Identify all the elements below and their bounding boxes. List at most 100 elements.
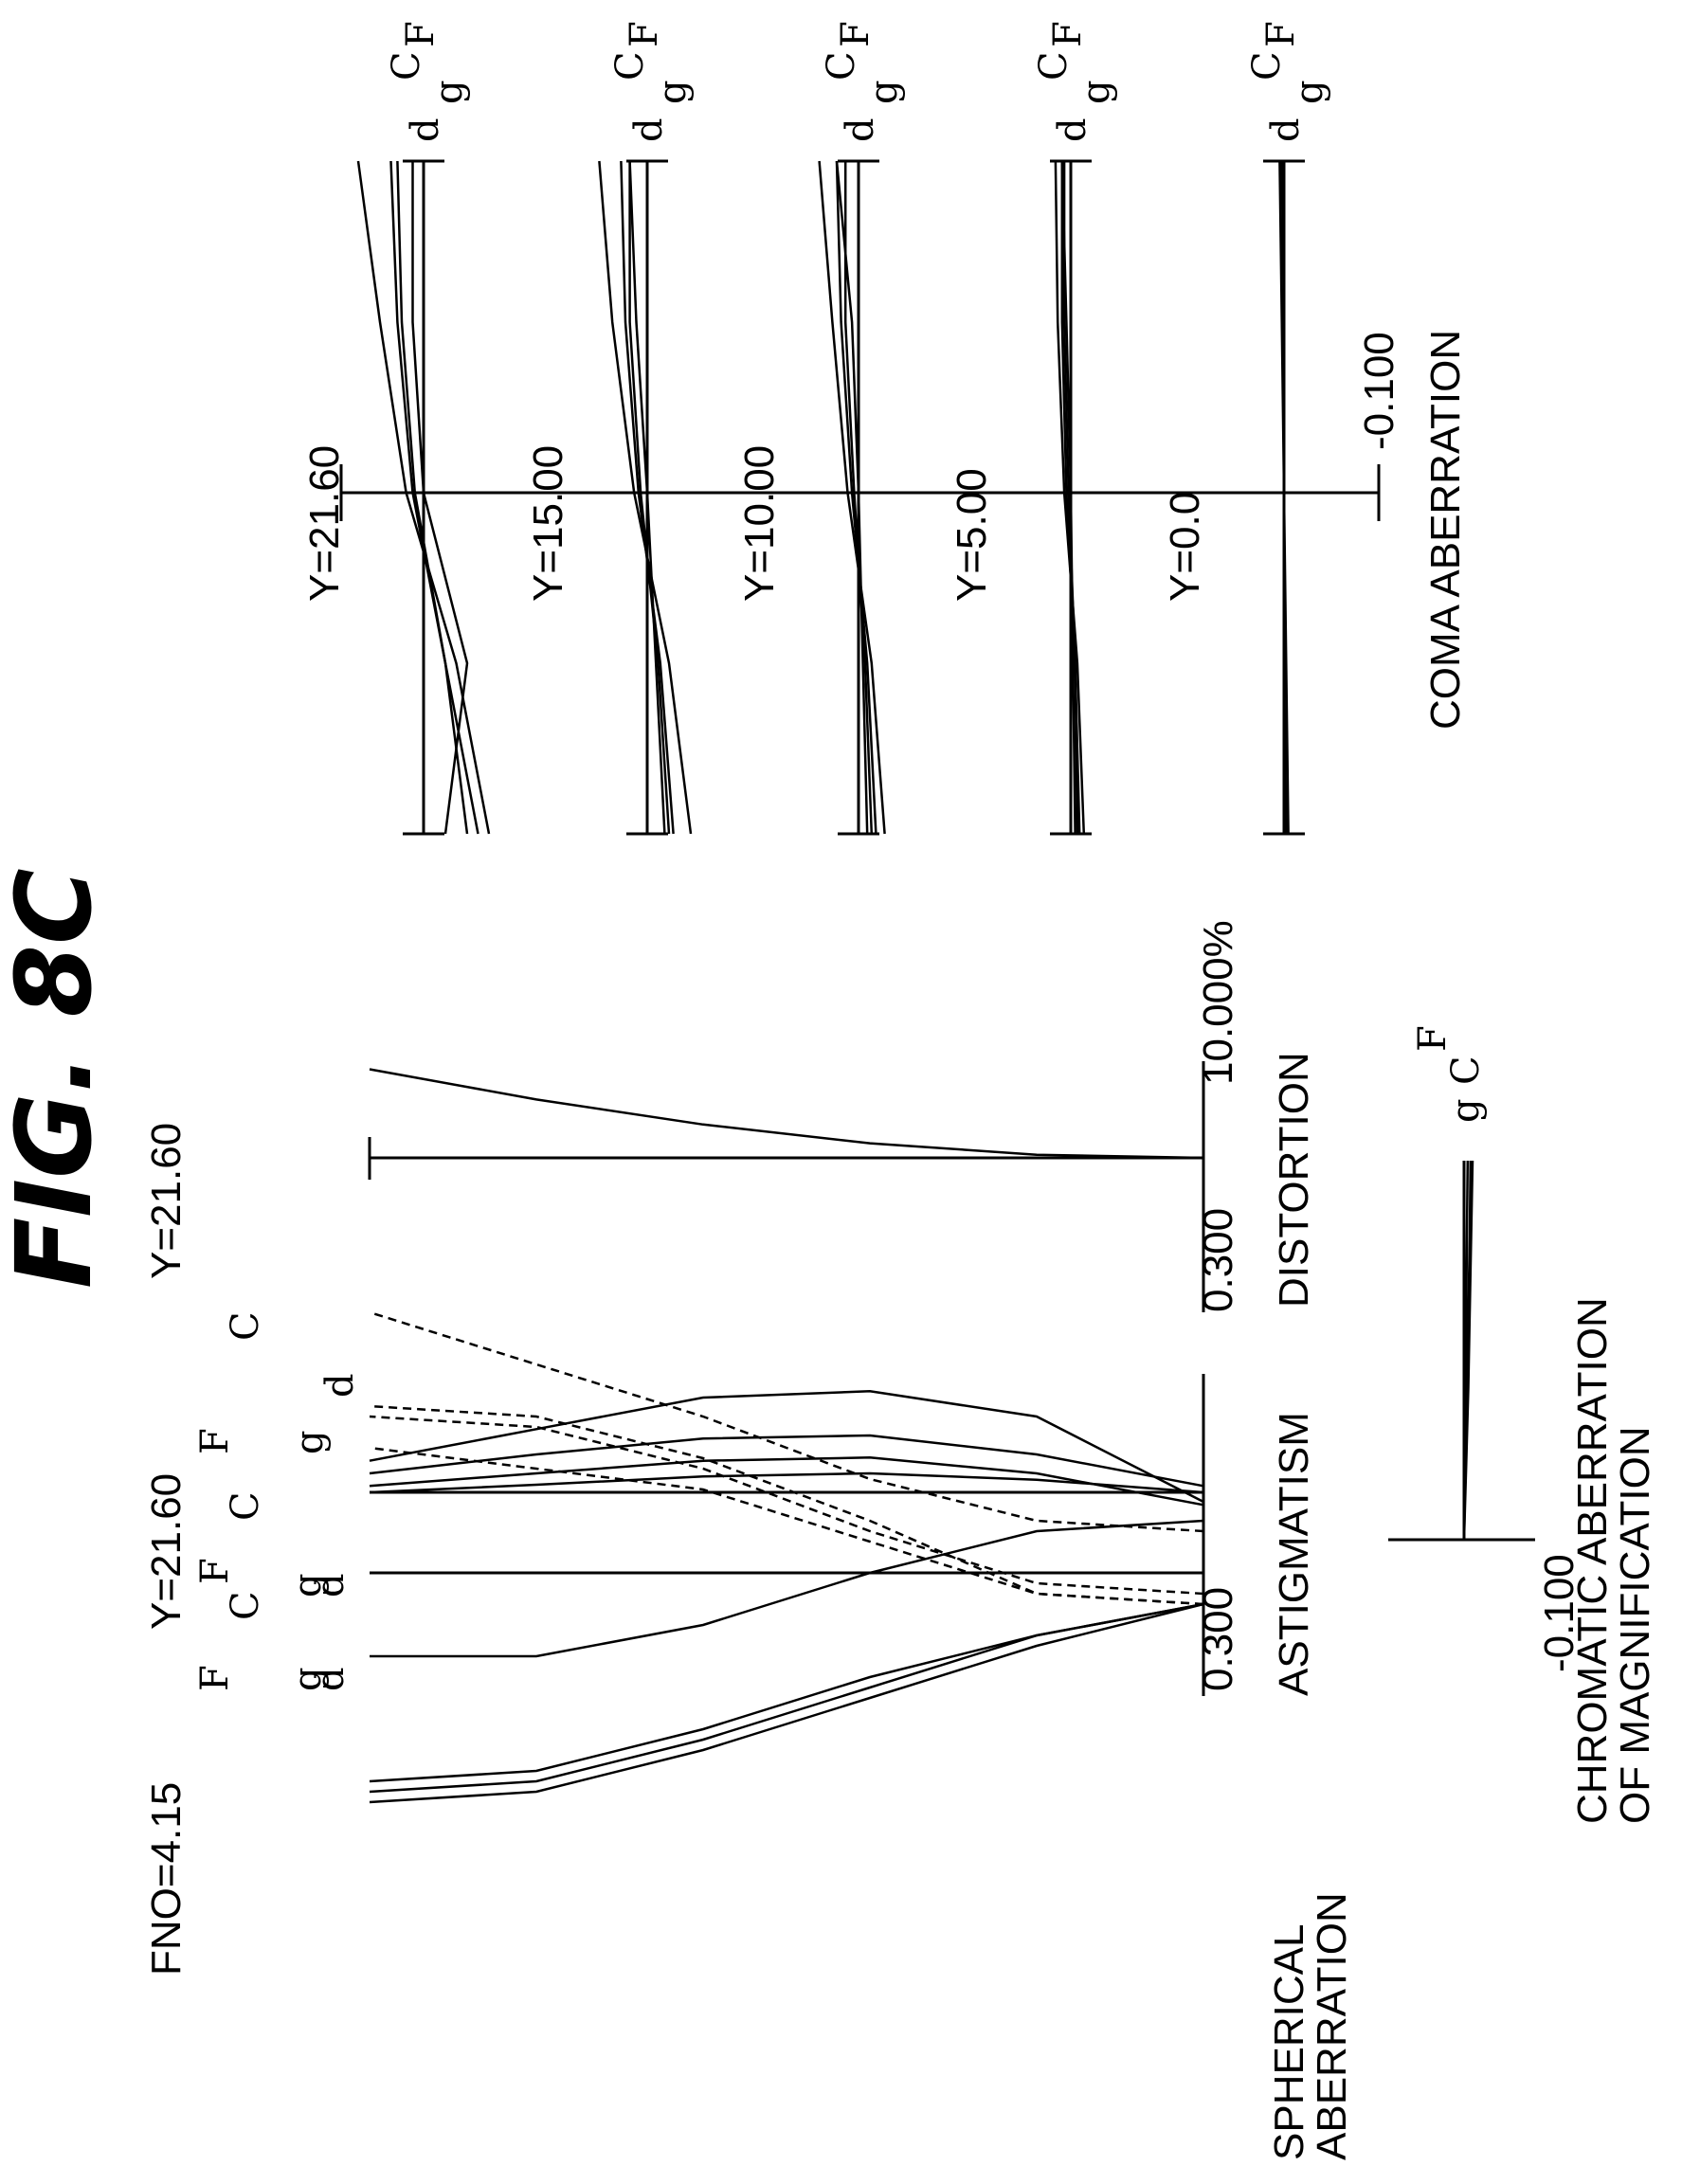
as-curves xyxy=(369,1310,1204,1804)
as-legend-s-c: C xyxy=(224,1591,267,1620)
sa-header: FNO=4.15 xyxy=(143,1782,190,1976)
coma-legend-F: F xyxy=(1046,21,1090,47)
as-legend-m-f: F xyxy=(193,1428,237,1454)
coma-curve-g xyxy=(356,160,491,835)
coma-legend-g: g xyxy=(1288,80,1331,104)
as-curve-meridional-d xyxy=(369,1446,1204,1606)
coma-curve-d xyxy=(389,160,469,835)
coma-legend-g: g xyxy=(1075,80,1118,104)
coma-curve-g xyxy=(598,160,693,835)
coma-curve-C xyxy=(843,161,874,835)
coma-panel-label: Y=21.60 xyxy=(301,445,348,602)
coma-curve-C xyxy=(396,160,479,835)
coma-legend-d: d xyxy=(404,117,447,142)
coma-legend-g: g xyxy=(862,80,906,104)
coma-panels: Y=21.60dgCFY=15.00dgCFY=10.00dgCFY=5.00d… xyxy=(301,21,1331,836)
as-legend-m-d: d xyxy=(318,1373,362,1398)
as-curve-sagittal-d xyxy=(369,1602,1204,1783)
ca-scale-label: -0.100 xyxy=(1536,1554,1582,1672)
dt-header: Y=21.60 xyxy=(143,1123,190,1279)
coma-curve-F xyxy=(1060,160,1076,835)
coma-legend-F: F xyxy=(623,21,666,47)
coma-aberration-plot: Y=21.60dgCFY=15.00dgCFY=10.00dgCFY=5.00d… xyxy=(301,21,1469,836)
ca-title-2: OF MAGNIFICATION xyxy=(1612,1426,1658,1824)
coma-curve-d xyxy=(620,160,675,835)
coma-legend-d: d xyxy=(627,117,671,142)
ca-legend-g: g xyxy=(1444,1098,1488,1123)
sa-legend-c: C xyxy=(224,1491,267,1521)
coma-curve-g xyxy=(1054,160,1086,835)
sa-scale-label: 0.300 xyxy=(1195,1587,1241,1691)
ca-curves xyxy=(1462,1160,1474,1541)
spherical-aberration-plot: FNO=4.15 0.300 SPHERICAL ABERRATION d g … xyxy=(143,1374,1355,2160)
distortion-plot: Y=21.60 10.000% DISTORTION xyxy=(143,920,1317,1312)
dt-title: DISTORTION xyxy=(1271,1052,1317,1308)
coma-curve-F xyxy=(411,161,469,835)
coma-panel-label: Y=15.00 xyxy=(525,445,571,602)
coma-panel-label: Y=5.00 xyxy=(949,468,995,602)
coma-title: COMA ABERRATION xyxy=(1422,330,1469,730)
as-legend-s-f: F xyxy=(193,1665,237,1691)
coma-legend-g: g xyxy=(651,80,695,104)
as-legend-s-d: d xyxy=(309,1667,353,1691)
coma-curve-g xyxy=(818,160,886,835)
ca-legend-f: F xyxy=(1411,1025,1455,1052)
sa-curves xyxy=(369,1390,1204,1507)
coma-panel-label: Y=0.0 xyxy=(1162,492,1208,602)
coma-legend-d: d xyxy=(1264,117,1308,142)
sa-title-1: SPHERICAL xyxy=(1266,1924,1312,2160)
as-plot: Y=21.60 0.300 ASTIGMATISM d g F C d g F … xyxy=(143,1208,1317,1804)
sa-legend-g: g xyxy=(286,1573,330,1597)
as-legend-m-g: g xyxy=(288,1430,332,1454)
coma-legend-C: C xyxy=(820,51,863,81)
as-curve-sagittal-C xyxy=(370,1519,1204,1658)
coma-legend-d: d xyxy=(839,117,882,142)
coma-legend-F: F xyxy=(399,21,443,47)
figure-title: FIG. 8C xyxy=(0,868,115,1289)
sa-title-2: ABERRATION xyxy=(1309,1892,1355,2160)
coma-legend-C: C xyxy=(608,51,652,81)
ca-legend-c: C xyxy=(1444,1056,1488,1085)
dt-scale-label: 10.000% xyxy=(1195,920,1241,1085)
coma-legend-d: d xyxy=(1051,117,1094,142)
sa-legend-d: d xyxy=(309,1573,353,1597)
sa-legend-f: F xyxy=(193,1558,237,1584)
as-curve-meridional-F xyxy=(369,1404,1204,1606)
as-header: Y=21.60 xyxy=(143,1473,190,1630)
coma-curve-d xyxy=(835,160,877,835)
coma-curve-C xyxy=(628,161,671,835)
coma-scale-label: -0.100 xyxy=(1356,332,1402,450)
ca-curve-g xyxy=(1462,1160,1474,1541)
as-title: ASTIGMATISM xyxy=(1271,1412,1317,1696)
dt-curves xyxy=(369,1068,1204,1160)
as-legend-s-g: g xyxy=(286,1667,330,1691)
coma-legend-F: F xyxy=(834,21,877,47)
coma-curve-F xyxy=(835,160,869,835)
coma-curve-F xyxy=(628,160,666,835)
as-legend-m-c: C xyxy=(224,1311,267,1341)
coma-legend-C: C xyxy=(385,51,428,81)
sa-curve-g xyxy=(369,1456,1204,1507)
chromatic-aberration-plot: -0.100 CHROMATIC ABERRATION OF MAGNIFICA… xyxy=(1388,1025,1658,1824)
ca-title-1: CHROMATIC ABERRATION xyxy=(1569,1297,1616,1824)
as-curve-meridional-C xyxy=(369,1310,1204,1533)
sa-curve-F xyxy=(369,1390,1204,1504)
coma-legend-F: F xyxy=(1259,21,1303,47)
coma-legend-g: g xyxy=(427,80,471,104)
as-curve-sagittal-g xyxy=(369,1602,1204,1804)
dt-curve-d xyxy=(369,1068,1204,1160)
coma-legend-C: C xyxy=(1032,51,1076,81)
as-scale-label: 0.300 xyxy=(1195,1208,1241,1312)
sa-curve-C xyxy=(369,1434,1204,1488)
as-curve-sagittal-F xyxy=(369,1602,1204,1794)
coma-legend-C: C xyxy=(1245,51,1289,81)
as-curve-meridional-g xyxy=(369,1415,1204,1596)
coma-panel-label: Y=10.00 xyxy=(736,445,783,602)
sa-curve-d xyxy=(369,1471,1204,1494)
